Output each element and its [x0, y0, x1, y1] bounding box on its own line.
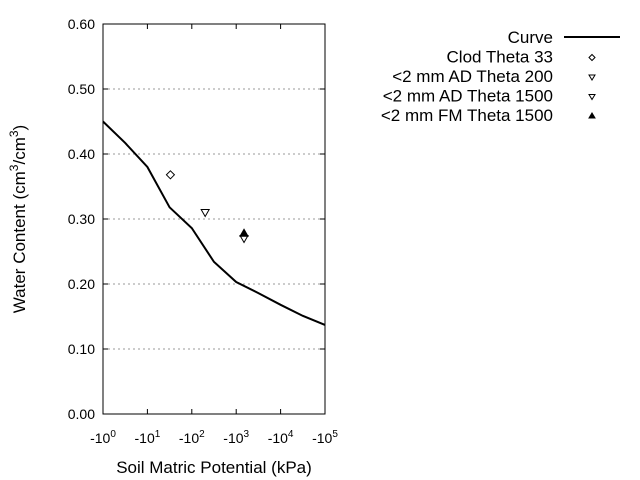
x-tick-label: -105: [312, 429, 338, 446]
x-axis-label: Soil Matric Potential (kPa): [116, 458, 312, 477]
x-tick-label: -100: [90, 429, 116, 446]
x-tick-label: -104: [268, 429, 294, 446]
legend-label: Curve: [508, 28, 553, 47]
y-axis-label: Water Content (cm3/cm3): [7, 125, 29, 313]
data-point: [200, 209, 211, 218]
legend-label: <2 mm FM Theta 1500: [381, 106, 553, 125]
legend-marker: [588, 112, 596, 119]
y-tick-label: 0.30: [68, 211, 95, 227]
y-tick-label: 0.60: [68, 16, 95, 32]
y-tick-label: 0.40: [68, 146, 95, 162]
y-tick-label: 0.20: [68, 276, 95, 292]
legend-label: <2 mm AD Theta 200: [392, 67, 553, 86]
x-tick-label: -103: [223, 429, 249, 446]
plot-frame: [102, 23, 326, 415]
legend-label: <2 mm AD Theta 1500: [383, 87, 553, 106]
legend-marker: [588, 74, 596, 81]
y-tick-label: 0.00: [68, 406, 95, 422]
x-tick-label: -102: [179, 429, 205, 446]
legend-marker: [588, 94, 596, 101]
x-tick-label: -101: [135, 429, 161, 446]
curve-line: [102, 120, 326, 326]
legend-marker: [588, 53, 596, 62]
legend-label: Clod Theta 33: [447, 48, 553, 67]
y-tick-label: 0.10: [68, 341, 95, 357]
y-tick-label: 0.50: [68, 81, 95, 97]
data-point: [239, 228, 249, 237]
data-point: [165, 170, 176, 180]
